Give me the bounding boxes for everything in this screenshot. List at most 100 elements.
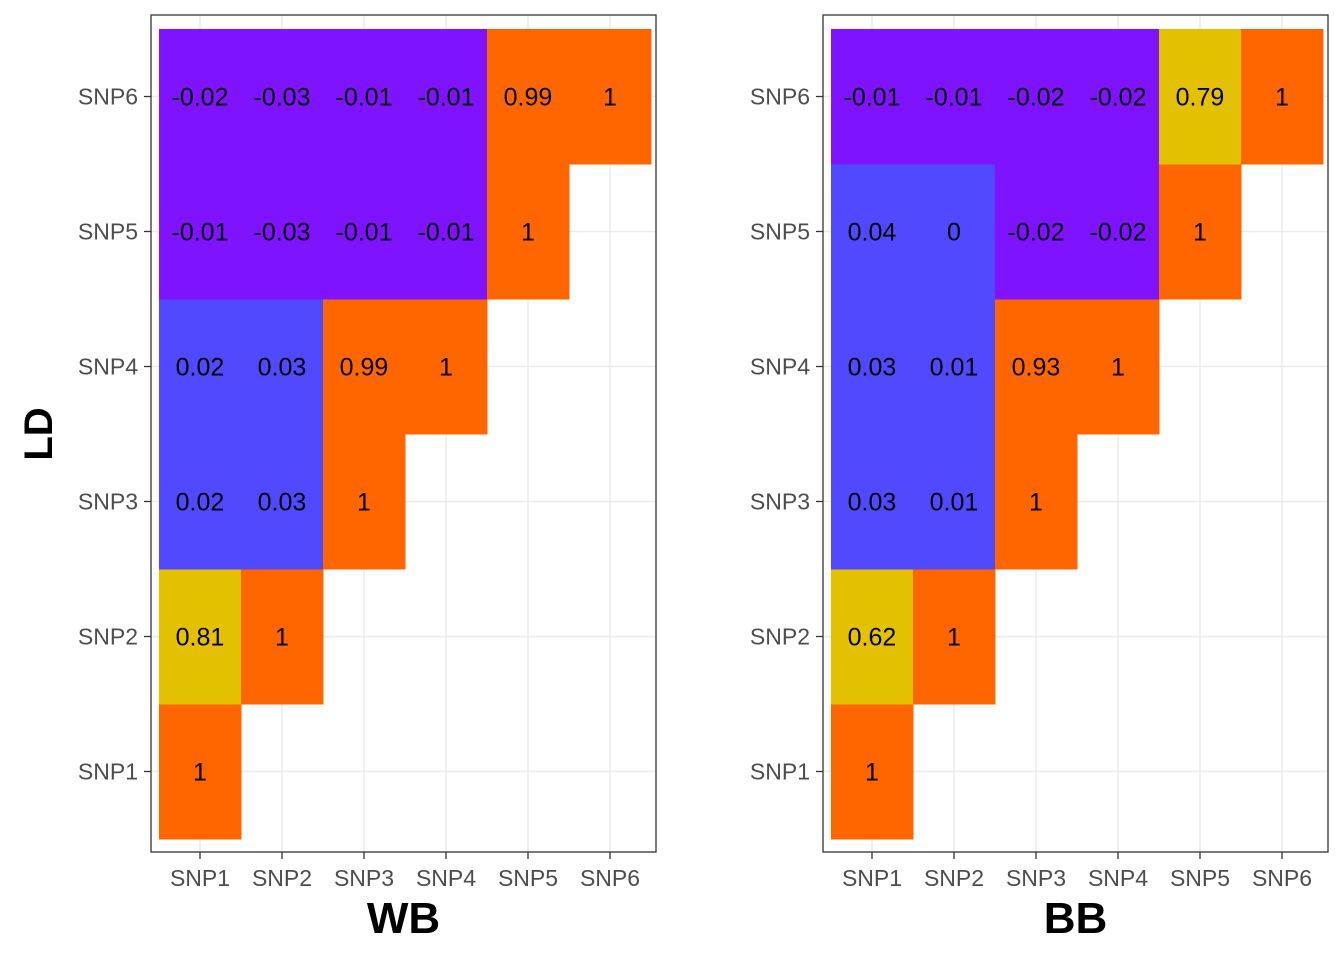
cell-value-label: -0.03 (254, 84, 311, 112)
cell-value-label: 0.03 (848, 489, 897, 517)
y-tick-label: SNP2 (750, 624, 810, 650)
heatmap-cell (831, 434, 914, 570)
heatmap-cell (831, 704, 914, 840)
heatmap-cell (1077, 164, 1160, 300)
cell-value-label: -0.03 (254, 219, 311, 247)
x-tick-label: SNP4 (416, 865, 476, 891)
heatmap-cell (487, 164, 570, 300)
cell-value-label: -0.01 (844, 84, 901, 112)
cell-value-label: 1 (357, 489, 371, 517)
heatmap-cell (831, 299, 914, 435)
cell-value-label: 0.62 (848, 624, 897, 652)
x-tick-label: SNP4 (1088, 865, 1148, 891)
heatmap-cell (995, 164, 1078, 300)
cell-value-label: 1 (865, 759, 879, 787)
cell-value-label: -0.01 (926, 84, 983, 112)
x-tick-label: SNP3 (334, 865, 394, 891)
heatmap-cell (159, 164, 242, 300)
cell-value-label: 1 (439, 354, 453, 382)
cell-value-label: 0.81 (176, 624, 225, 652)
y-tick-label: SNP6 (78, 84, 138, 110)
x-tick-label: SNP1 (170, 865, 230, 891)
heatmap-cell (159, 434, 242, 570)
cell-value-label: 0.99 (340, 354, 389, 382)
cell-value-label: 0.02 (176, 489, 225, 517)
x-tick-label: SNP3 (1006, 865, 1066, 891)
heatmap-cell (405, 299, 488, 435)
cell-value-label: 1 (1275, 84, 1289, 112)
heatmap-cell (405, 164, 488, 300)
x-tick-label: SNP2 (924, 865, 984, 891)
y-tick-label: SNP1 (750, 759, 810, 785)
cell-value-label: 0.99 (504, 84, 553, 112)
heatmap-cell (831, 164, 914, 300)
heatmap-cell (241, 164, 324, 300)
cell-value-label: 1 (1029, 489, 1043, 517)
heatmap-cell (913, 299, 996, 435)
cell-value-label: 1 (1111, 354, 1125, 382)
cell-value-label: 1 (193, 759, 207, 787)
cell-value-label: 1 (1193, 219, 1207, 247)
cell-value-label: -0.02 (1090, 219, 1147, 247)
cell-value-label: -0.02 (1090, 84, 1147, 112)
y-tick-label: SNP4 (78, 354, 138, 380)
heatmap-cell (569, 29, 652, 165)
y-tick-label: SNP1 (78, 759, 138, 785)
heatmap-cell (323, 299, 406, 435)
heatmap-cell (241, 569, 324, 705)
heatmap-cell (831, 29, 914, 165)
x-tick-label: SNP5 (1170, 865, 1230, 891)
heatmap-cell (323, 29, 406, 165)
heatmap-cell (831, 569, 914, 705)
cell-value-label: -0.01 (172, 219, 229, 247)
y-axis-title: LD (17, 407, 61, 460)
cell-value-label: 0.01 (930, 354, 979, 382)
y-tick-label: SNP5 (78, 219, 138, 245)
heatmap-cell (487, 29, 570, 165)
heatmap-cell (1241, 29, 1324, 165)
cell-value-label: -0.01 (418, 219, 475, 247)
x-tick-label: SNP2 (252, 865, 312, 891)
x-tick-label: SNP1 (842, 865, 902, 891)
cell-value-label: 0.01 (930, 489, 979, 517)
heatmap-cell (323, 164, 406, 300)
heatmap-cell (159, 299, 242, 435)
heatmap-cell (995, 434, 1078, 570)
cell-value-label: 1 (603, 84, 617, 112)
y-tick-label: SNP2 (78, 624, 138, 650)
cell-value-label: 0.93 (1012, 354, 1061, 382)
heatmap-cell (913, 29, 996, 165)
x-axis-title: WB (367, 894, 440, 943)
cell-value-label: 0.03 (258, 489, 307, 517)
cell-value-label: 0.04 (848, 219, 897, 247)
heatmap-cell (913, 434, 996, 570)
heatmap-cell (995, 29, 1078, 165)
cell-value-label: 0.79 (1176, 84, 1225, 112)
heatmap-panel-bb: 1 0.62 1 0.03 0.01 1 0.03 0.01 0.93 1 0.04 0 -0.02 -0… (750, 14, 1329, 943)
heatmap-cell (1159, 164, 1242, 300)
cell-value-label: 1 (947, 624, 961, 652)
cell-value-label: 1 (521, 219, 535, 247)
heatmap-cell (913, 569, 996, 705)
heatmap-cell (913, 164, 996, 300)
cell-value-label: -0.02 (1008, 219, 1065, 247)
heatmap-cell (1077, 299, 1160, 435)
heatmap-cell (241, 29, 324, 165)
cell-value-label: 0 (947, 219, 961, 247)
heatmap-cell (1159, 29, 1242, 165)
heatmap-cell (159, 29, 242, 165)
heatmap-panel-wb: 1 0.81 1 0.02 0.03 1 0.02 0.03 0.99 1 -0.01 -0.03 -0… (78, 14, 657, 943)
cell-value-label: 0.03 (258, 354, 307, 382)
heatmap-cell (159, 569, 242, 705)
heatmap-cell (241, 434, 324, 570)
cell-value-label: -0.02 (172, 84, 229, 112)
cell-value-label: 0.03 (848, 354, 897, 382)
cell-value-label: 1 (275, 624, 289, 652)
y-tick-label: SNP3 (750, 489, 810, 515)
cell-value-label: -0.01 (336, 84, 393, 112)
cell-value-label: 0.02 (176, 354, 225, 382)
x-tick-label: SNP5 (498, 865, 558, 891)
cell-value-label: -0.01 (418, 84, 475, 112)
